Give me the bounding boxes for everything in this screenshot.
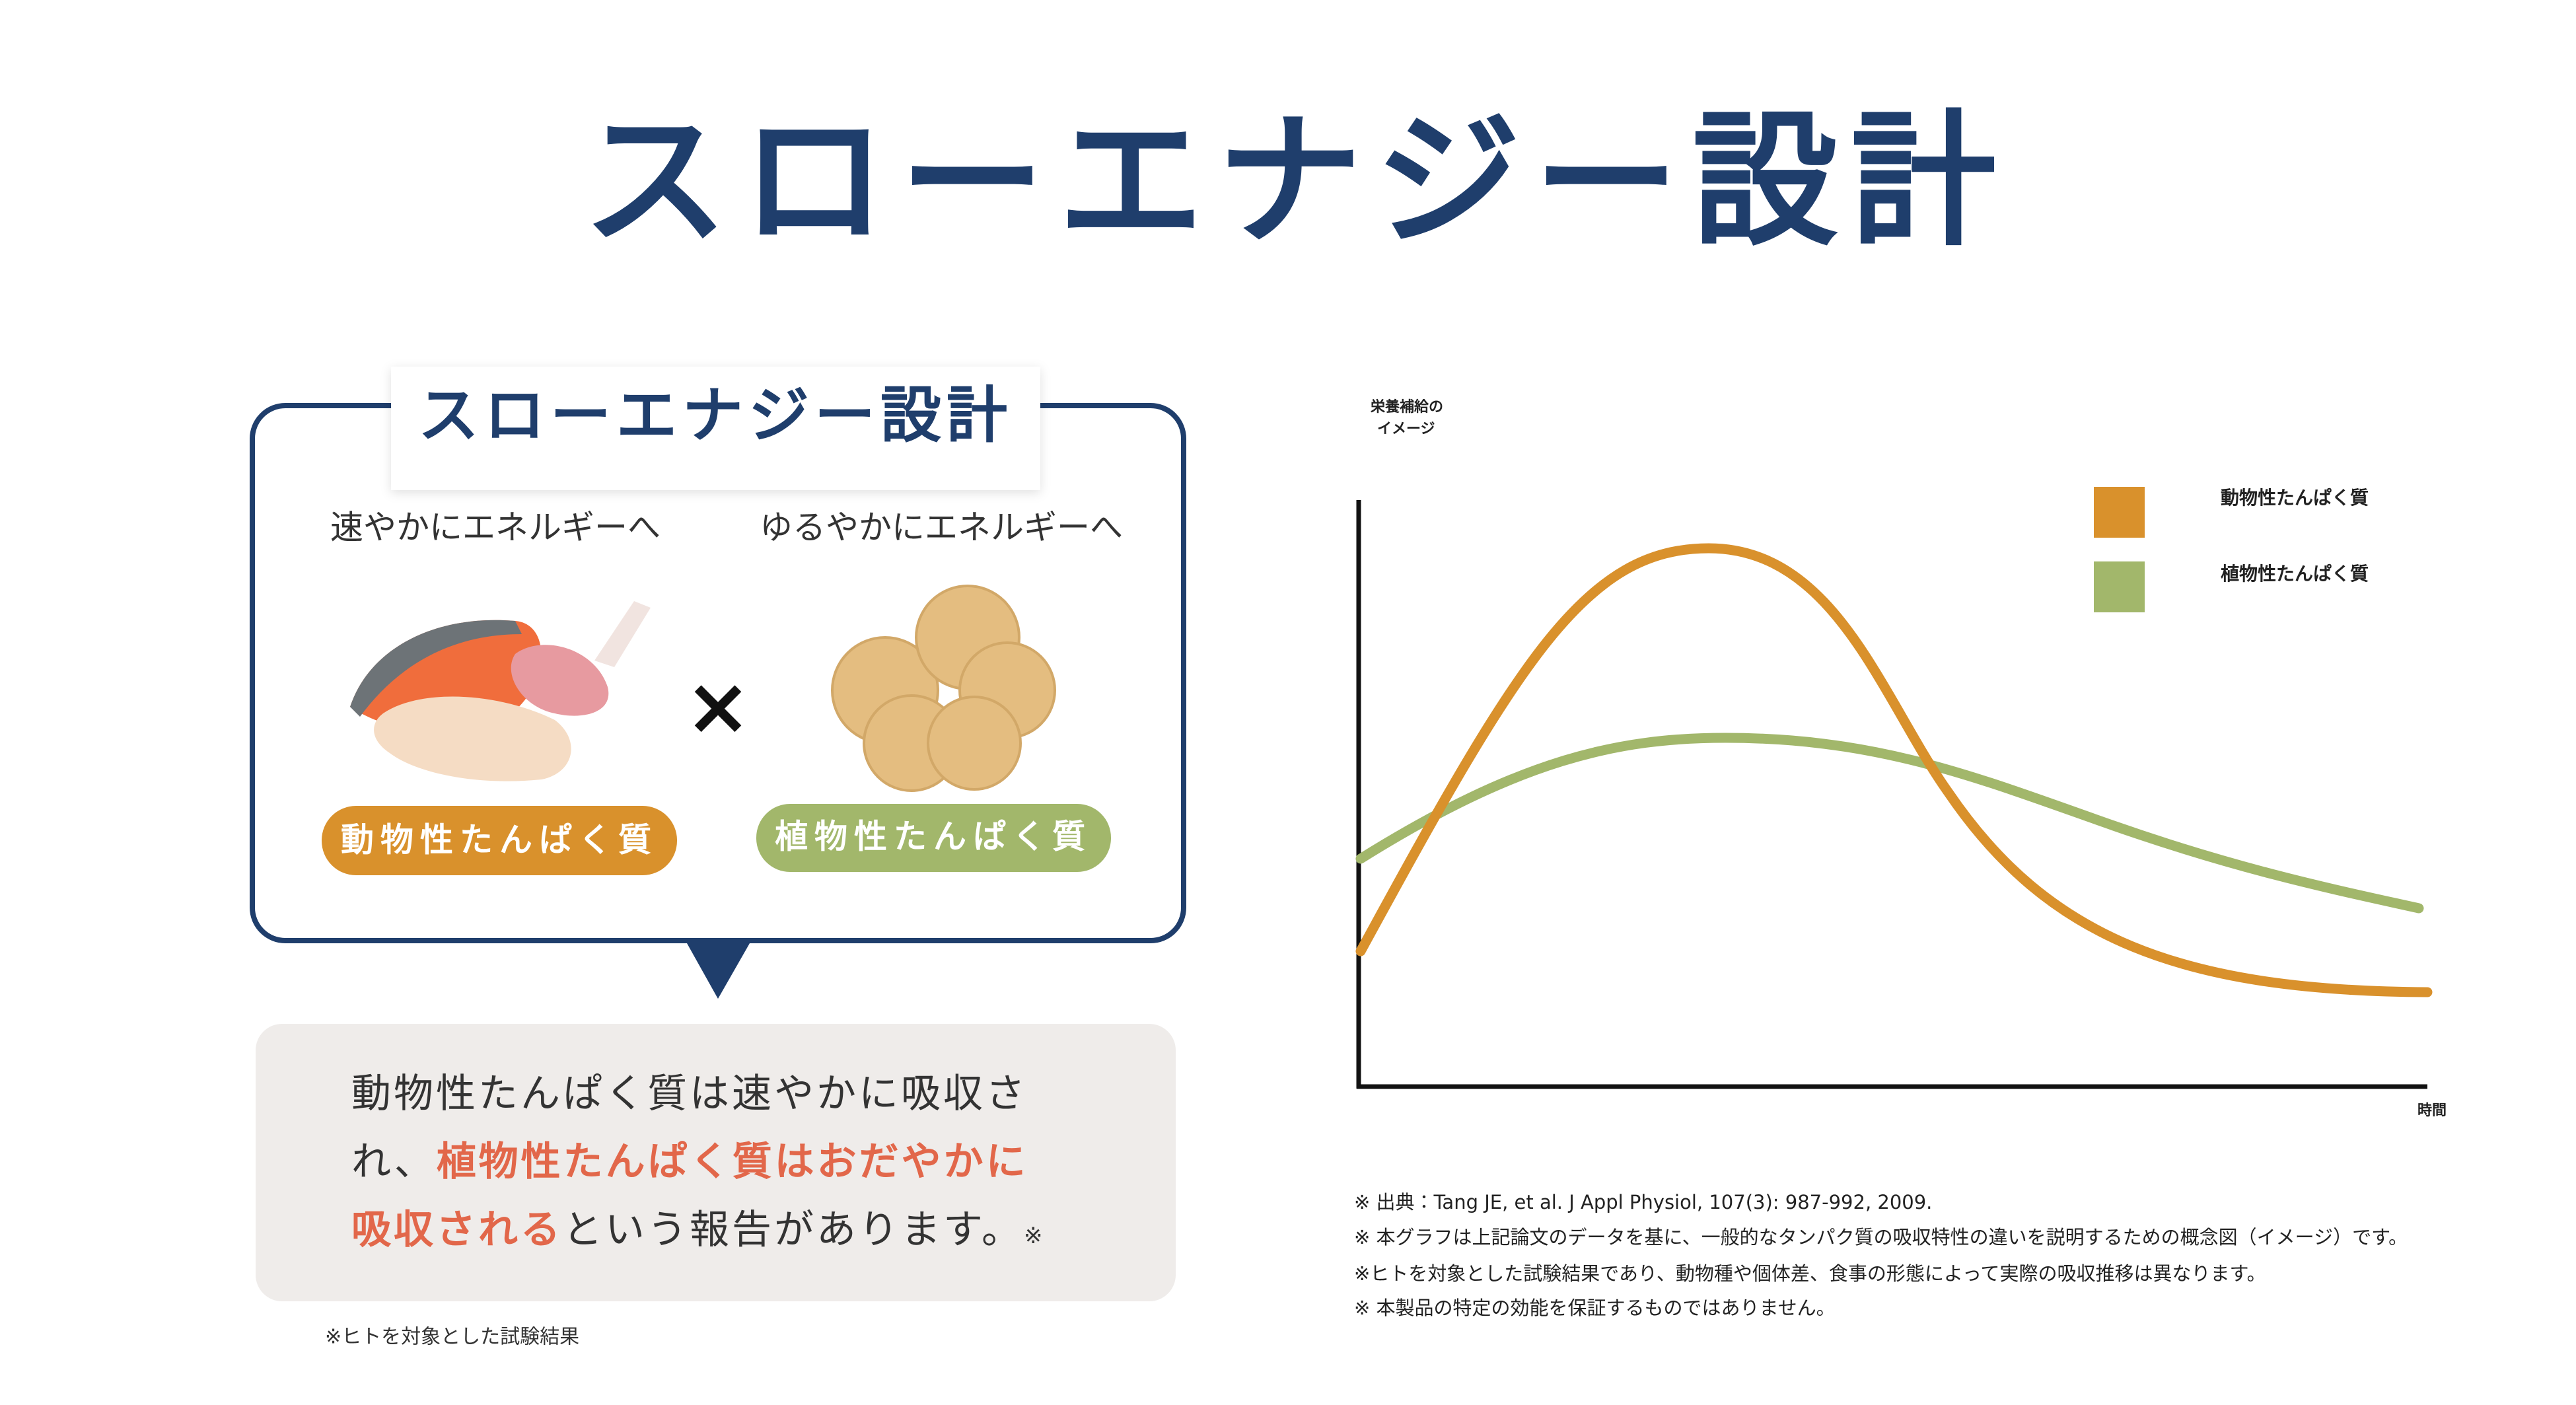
- summary-highlight: 植物性たんぱく質はおだやかに: [436, 1139, 1028, 1185]
- left-pill: [322, 806, 677, 875]
- panel-label: スローエナジー設計: [418, 380, 1013, 450]
- right-caption: ゆるやかにエネルギーへ: [760, 509, 1123, 547]
- summary-line: れ、植物性たんぱく質はおだやかに: [351, 1128, 1046, 1196]
- note: ※ 本グラフは上記論文のデータを基に、一般的なタンパク質の吸収特性の違いを説明す…: [1354, 1226, 2408, 1248]
- summary-box: [256, 1024, 1176, 1301]
- summary-line: 吸収されるという報告があります。※: [351, 1196, 1046, 1270]
- summary-segment: という報告があります。: [563, 1207, 1024, 1253]
- left-pill-text: 動物性たんぱく質: [341, 821, 658, 859]
- legend-swatch: [2094, 487, 2145, 538]
- summary-segment: 動物性たんぱく質は速やかに吸収さ: [351, 1071, 1028, 1117]
- right-pill-text: 植物性たんぱく質: [775, 818, 1092, 856]
- note: ※ヒトを対象とした試験結果であり、動物種や個体差、食事の形態によって実際の吸収推…: [1354, 1262, 2266, 1285]
- note: ※ 出典：Tang JE, et al. J Appl Physiol, 107…: [1354, 1191, 1932, 1213]
- left-caption: 速やかにエネルギーへ: [330, 509, 661, 547]
- right-pill: [756, 804, 1111, 872]
- legend-swatch: [2094, 561, 2145, 612]
- panel-label-box: [391, 367, 1040, 490]
- summary-segment: ※: [1024, 1223, 1046, 1249]
- y-label: 栄養補給の: [1370, 398, 1443, 415]
- y-label: イメージ: [1377, 421, 1435, 437]
- summary-line: 動物性たんぱく質は速やかに吸収さ: [351, 1060, 1046, 1128]
- main-title: スローエナジー設計: [583, 96, 2009, 266]
- curve-plant: [1355, 733, 2424, 914]
- note: ※ 本製品の特定の効能を保証するものではありません。: [1354, 1297, 1836, 1319]
- cross-mark: ×: [685, 661, 752, 753]
- legend-label: 植物性たんぱく質: [2221, 563, 2369, 585]
- summary-segment: れ、: [351, 1139, 437, 1185]
- soy-illustration: [831, 585, 1056, 792]
- curve-animal: [1355, 543, 2433, 997]
- summary-text: 動物性たんぱく質は速やかに吸収さ れ、植物性たんぱく質はおだやかに 吸収されるという…: [351, 1060, 1046, 1270]
- footnote: ※ヒトを対象とした試験結果: [325, 1326, 579, 1349]
- x-label: 時間: [2417, 1102, 2447, 1119]
- meat-illustration: [350, 601, 651, 781]
- summary-highlight: 吸収される: [351, 1207, 563, 1253]
- legend-label: 動物性たんぱく質: [2221, 487, 2369, 509]
- pointer: [687, 943, 750, 999]
